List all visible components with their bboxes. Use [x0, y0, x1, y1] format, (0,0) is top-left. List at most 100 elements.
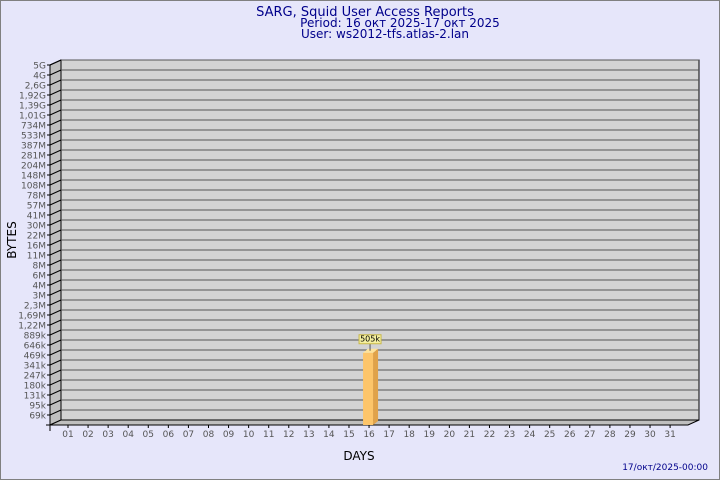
y-tick-label: 1,01G — [19, 112, 46, 122]
y-tick-diagonal — [49, 369, 62, 376]
footer-date: 17/окт/2025-00:00 — [622, 463, 708, 473]
y-tick-diagonal — [49, 259, 62, 266]
y-tick-label: 3M — [33, 292, 47, 302]
x-tick-label: 20 — [444, 430, 456, 440]
x-tick-label: 23 — [504, 430, 515, 440]
x-tick-label: 14 — [323, 430, 335, 440]
y-tick-diagonal — [49, 299, 62, 306]
x-tick-label: 01 — [62, 430, 73, 440]
y-tick-diagonal — [49, 89, 62, 96]
y-tick-label: 1,39G — [19, 102, 46, 112]
y-tick-diagonal — [49, 209, 62, 216]
y-tick-diagonal — [49, 309, 62, 316]
y-tick-diagonal — [49, 59, 62, 66]
y-tick-diagonal — [49, 139, 62, 146]
y-tick-label: 889k — [24, 332, 47, 342]
data-label-box — [358, 334, 382, 345]
y-tick-diagonal — [49, 359, 62, 366]
y-tick-label: 148M — [21, 172, 46, 182]
y-tick-label: 387M — [21, 142, 46, 152]
y-tick-diagonal — [49, 69, 62, 76]
y-tick-label: 16M — [27, 242, 46, 252]
x-tick-label: 16 — [363, 430, 375, 440]
x-tick-label: 09 — [223, 430, 235, 440]
y-tick-diagonal — [49, 199, 62, 206]
x-tick-label: 26 — [564, 430, 576, 440]
y-tick-label: 180k — [24, 382, 47, 392]
y-tick-label: 469k — [24, 352, 47, 362]
x-tick-label: 10 — [243, 430, 255, 440]
data-label: 505k — [360, 335, 380, 344]
y-tick-label: 11M — [27, 252, 46, 262]
y-tick-label: 78M — [27, 192, 46, 202]
y-tick-label: 734M — [21, 122, 46, 132]
y-tick-label: 1,69M — [18, 312, 46, 322]
y-tick-label: 4G — [33, 72, 46, 82]
y-tick-diagonal — [49, 229, 62, 236]
y-tick-diagonal — [49, 119, 62, 126]
bar-day-16 — [363, 352, 374, 425]
chart-title: SARG, Squid User Access Reports — [256, 5, 474, 20]
bar-side — [373, 348, 379, 425]
y-axis-label: BYTES — [5, 221, 19, 258]
x-tick-label: 30 — [644, 430, 656, 440]
x-tick-label: 17 — [383, 430, 394, 440]
y-tick-label: 1,22M — [18, 322, 46, 332]
x-tick-label: 29 — [624, 430, 636, 440]
y-tick-diagonal — [49, 399, 62, 406]
y-tick-diagonal — [49, 179, 62, 186]
y-tick-label: 6M — [33, 272, 47, 282]
x-tick-label: 28 — [604, 430, 616, 440]
y-tick-diagonal — [49, 189, 62, 196]
x-axis-label: DAYS — [343, 449, 374, 463]
x-tick-label: 12 — [283, 430, 294, 440]
y-tick-diagonal — [49, 289, 62, 296]
y-tick-diagonal — [49, 159, 62, 166]
y-tick-diagonal — [49, 319, 62, 326]
y-tick-diagonal — [49, 149, 62, 156]
x-tick-label: 22 — [484, 430, 495, 440]
x-tick-label: 21 — [464, 430, 475, 440]
y-tick-diagonal — [49, 79, 62, 86]
y-tick-label: 108M — [21, 182, 46, 192]
y-tick-label: 2,6G — [25, 82, 46, 92]
x-tick-label: 08 — [203, 430, 215, 440]
y-tick-label: 281M — [21, 152, 46, 162]
y-tick-diagonal — [49, 329, 62, 336]
x-tick-label: 03 — [102, 430, 113, 440]
y-tick-label: 8M — [33, 262, 47, 272]
chart-period: Period: 16 окт 2025-17 окт 2025 — [300, 16, 500, 30]
x-tick-label: 27 — [584, 430, 595, 440]
y-tick-diagonal — [49, 219, 62, 226]
y-tick-label: 131k — [24, 392, 47, 402]
y-tick-label: 57M — [27, 202, 46, 212]
x-tick-label: 19 — [424, 430, 436, 440]
y-tick-diagonal — [49, 349, 62, 356]
y-tick-label: 5G — [33, 62, 46, 72]
y-tick-diagonal — [49, 409, 62, 416]
y-tick-diagonal — [49, 129, 62, 136]
y-tick-label: 41M — [27, 212, 46, 222]
y-tick-label: 69k — [29, 412, 46, 422]
x-tick-label: 05 — [143, 430, 154, 440]
y-tick-label: 2,3M — [24, 302, 46, 312]
y-tick-label: 4M — [33, 282, 47, 292]
y-tick-label: 204M — [21, 162, 46, 172]
y-tick-label: 95k — [29, 402, 46, 412]
y-tick-label: 533M — [21, 132, 46, 142]
y-tick-diagonal — [49, 169, 62, 176]
y-tick-diagonal — [49, 279, 62, 286]
x-tick-label: 04 — [122, 430, 134, 440]
y-tick-diagonal — [49, 99, 62, 106]
x-tick-label: 18 — [403, 430, 415, 440]
x-tick-label: 31 — [664, 430, 675, 440]
x-tick-label: 25 — [544, 430, 555, 440]
y-tick-label: 341k — [24, 362, 47, 372]
y-tick-label: 646k — [24, 342, 47, 352]
y-tick-diagonal — [49, 269, 62, 276]
y-tick-label: 1,92G — [19, 92, 46, 102]
y-tick-label: 22M — [27, 232, 46, 242]
x-tick-label: 11 — [263, 430, 274, 440]
x-tick-label: 02 — [82, 430, 93, 440]
